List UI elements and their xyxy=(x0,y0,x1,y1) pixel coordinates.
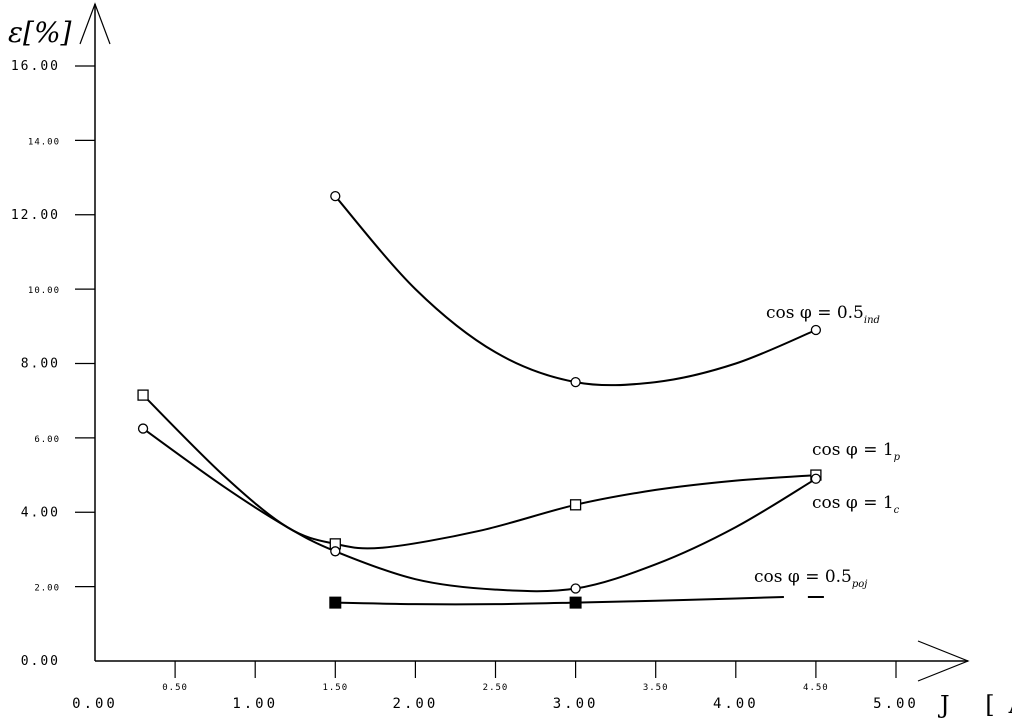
x-tick-label: 1.00 xyxy=(232,696,278,712)
data-point xyxy=(330,546,341,557)
series-label: cos φ = 0.5poj xyxy=(754,567,867,590)
data-point xyxy=(570,583,581,594)
x-tick-label: 3.50 xyxy=(643,683,669,693)
y-axis-label: ε[%] xyxy=(8,16,72,49)
y-tick-label: 12.00 xyxy=(11,208,60,223)
series-label: cos φ = 1c xyxy=(812,493,900,516)
series-label: cos φ = 1p xyxy=(812,440,901,463)
x-tick-label: 2.00 xyxy=(393,696,439,712)
series-line xyxy=(334,195,817,387)
data-point xyxy=(810,473,822,484)
x-axis-arrowhead xyxy=(917,640,970,682)
x-tick-label: 5.00 xyxy=(873,696,919,712)
series-markers xyxy=(137,191,822,609)
x-tick-label: 1.50 xyxy=(322,683,348,693)
data-point xyxy=(569,596,582,609)
x-tick-label: 4.00 xyxy=(713,696,759,712)
axes xyxy=(79,2,970,682)
series-label: cos φ = 0.5ind xyxy=(766,303,880,326)
data-point xyxy=(329,596,342,609)
data-point xyxy=(137,389,149,401)
x-tick-label: 4.50 xyxy=(803,683,829,693)
series-labels: cos φ = 0.5ind cos φ = 1p cos φ = 1c cos φ … xyxy=(754,303,901,590)
series-line xyxy=(335,596,784,606)
data-point xyxy=(569,499,582,511)
y-tick-label: 14.00 xyxy=(28,137,60,147)
y-axis-ticks: 0.00 2.00 4.00 6.00 8.00 10.00 12.00 14.00 16.00 xyxy=(11,59,95,669)
data-point xyxy=(330,191,341,202)
x-tick-label: 2.50 xyxy=(483,683,509,693)
y-tick-label: 2.00 xyxy=(34,584,60,594)
y-axis-arrowhead xyxy=(79,2,111,45)
x-axis-ticks: 0.00 0.50 1.00 1.50 2.00 2.50 3.00 3.50 4.00 4.50… xyxy=(72,661,919,712)
x-tick-label: 0.50 xyxy=(162,683,188,693)
x-tick-label: 0.00 xyxy=(72,696,118,712)
series-line xyxy=(142,427,817,593)
y-tick-label: 4.00 xyxy=(21,505,60,520)
x-tick-label: 3.00 xyxy=(553,696,599,712)
series-line xyxy=(142,394,816,550)
y-tick-label: 0.00 xyxy=(21,654,60,669)
y-tick-label: 6.00 xyxy=(34,435,60,445)
x-axis-label: J [A] xyxy=(937,691,1012,719)
series-curves xyxy=(142,195,824,606)
data-point xyxy=(570,376,581,388)
data-point xyxy=(810,324,822,336)
y-tick-label: 16.00 xyxy=(11,59,60,74)
data-point xyxy=(137,423,149,434)
y-tick-label: 10.00 xyxy=(28,286,60,296)
y-tick-label: 8.00 xyxy=(21,357,60,372)
